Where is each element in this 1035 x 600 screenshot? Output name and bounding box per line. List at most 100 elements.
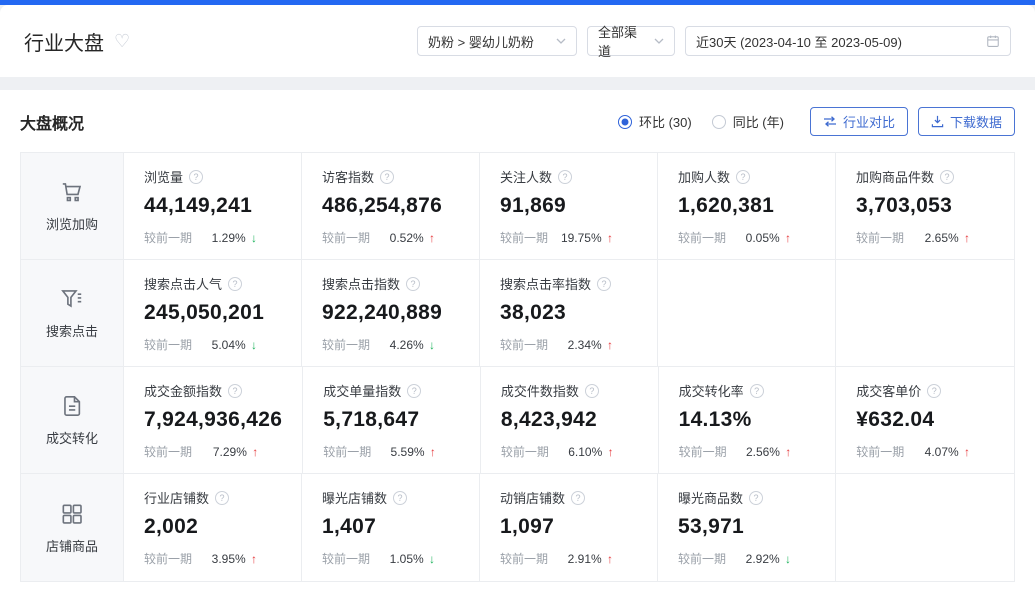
- metric-label: 成交金额指数?: [144, 381, 282, 400]
- filter-bar: 奶粉 > 婴幼儿奶粉 全部渠道 近30天 (2023-04-10 至 2023-…: [417, 25, 1011, 59]
- metric-cell: 访客指数? 486,254,876 较前一期 0.52% ↑: [302, 153, 480, 259]
- metric-change: 较前一期 4.07% ↑: [856, 443, 994, 460]
- change-value: 4.26% ↓: [389, 337, 435, 352]
- change-label: 较前一期: [144, 231, 193, 245]
- date-range-picker[interactable]: 近30天 (2023-04-10 至 2023-05-09): [685, 26, 1011, 56]
- arrow-down-icon: ↓: [429, 337, 435, 352]
- help-icon[interactable]: ?: [189, 169, 204, 184]
- arrow-down-icon: ↓: [251, 230, 257, 245]
- metric-value: 1,097: [500, 515, 555, 538]
- help-icon[interactable]: ?: [228, 383, 243, 398]
- arrow-up-icon: ↑: [785, 444, 792, 459]
- compare-arrows-icon: [823, 116, 836, 127]
- metric-label: 搜索点击指数?: [322, 274, 459, 293]
- table-row-search-click: 搜索点击 搜索点击人气? 245,050,201 较前一期 5.04% ↓ 搜索点击指数?…: [21, 260, 1014, 367]
- page-header: 行业大盘 ♡ 奶粉 > 婴幼儿奶粉 全部渠道 近30天 (2023-04-10 …: [0, 5, 1035, 77]
- help-icon[interactable]: ?: [215, 490, 230, 505]
- help-icon[interactable]: ?: [749, 490, 764, 505]
- table-row-shop-product: 店铺商品 行业店铺数? 2,002 较前一期 3.95% ↑ 曝光店铺数? 1,407 较前一…: [21, 474, 1014, 581]
- change-value: 3.95% ↑: [211, 551, 257, 566]
- section-title: 大盘概况: [20, 115, 85, 133]
- help-icon[interactable]: ?: [940, 169, 955, 184]
- metric-value: 2,002: [144, 515, 199, 538]
- category-select[interactable]: 奶粉 > 婴幼儿奶粉: [417, 26, 577, 56]
- metric-value: 44,149,241: [144, 194, 253, 217]
- help-icon[interactable]: ?: [927, 383, 942, 398]
- help-icon[interactable]: ?: [406, 276, 421, 291]
- metric-label: 关注人数?: [500, 167, 637, 186]
- metric-value: 8,423,942: [500, 408, 598, 431]
- radio-period-over-period[interactable]: 环比 (30): [617, 112, 692, 131]
- change-value: 2.56% ↑: [745, 444, 792, 459]
- radio-unselected-icon: [711, 114, 726, 129]
- metric-label: 成交件数指数?: [501, 381, 638, 400]
- help-icon[interactable]: ?: [749, 383, 764, 398]
- row-group-deal-conversion: 成交转化: [21, 367, 124, 473]
- metric-label: 加购人数?: [678, 167, 815, 186]
- empty-cell: [836, 474, 1014, 581]
- category-select-value: 奶粉 > 婴幼儿奶粉: [428, 34, 534, 50]
- help-icon[interactable]: ?: [407, 383, 422, 398]
- metric-change: 较前一期 2.65% ↑: [856, 229, 994, 246]
- change-value: 5.59% ↑: [390, 444, 436, 459]
- help-icon[interactable]: ?: [380, 169, 395, 184]
- metric-value: 1,407: [322, 515, 377, 538]
- help-icon[interactable]: ?: [393, 490, 408, 505]
- table-row-deal-conversion: 成交转化 成交金额指数? 7,924,936,426 较前一期 7.29% ↑ 成交单量指…: [21, 367, 1014, 474]
- empty-cell: [836, 260, 1014, 366]
- change-value: 1.05% ↓: [389, 551, 435, 566]
- radio-selected-icon: [617, 114, 632, 129]
- change-label: 较前一期: [678, 445, 727, 459]
- change-value: 0.52% ↑: [389, 230, 435, 245]
- metric-change: 较前一期 6.10% ↑: [501, 443, 638, 460]
- help-icon[interactable]: ?: [571, 490, 586, 505]
- arrow-up-icon: ↑: [607, 337, 613, 352]
- change-label: 较前一期: [322, 231, 371, 245]
- change-label: 较前一期: [144, 338, 193, 352]
- change-value: 5.04% ↓: [211, 337, 257, 352]
- change-label: 较前一期: [500, 231, 549, 245]
- metric-label: 搜索点击率指数?: [500, 274, 637, 293]
- industry-compare-button[interactable]: 行业对比: [809, 107, 908, 136]
- download-data-button[interactable]: 下载数据: [917, 107, 1015, 136]
- chevron-down-icon: [556, 38, 566, 44]
- metric-change: 较前一期 0.05% ↑: [678, 229, 815, 246]
- overview-panel: 大盘概况 环比 (30) 同比 (年) 行业对比: [0, 90, 1035, 600]
- change-label: 较前一期: [678, 231, 727, 245]
- metric-change: 较前一期 0.52% ↑: [322, 229, 459, 246]
- metric-value: 7,924,936,426: [144, 408, 283, 431]
- change-label: 较前一期: [323, 445, 372, 459]
- metric-cell: 搜索点击人气? 245,050,201 较前一期 5.04% ↓: [124, 260, 302, 366]
- metric-label: 成交客单价?: [856, 381, 994, 400]
- metric-cell: 加购人数? 1,620,381 较前一期 0.05% ↑: [658, 153, 836, 259]
- calendar-icon: [986, 34, 1000, 48]
- metric-cell: 成交转化率? 14.13% 较前一期 2.56% ↑: [659, 367, 837, 473]
- help-icon[interactable]: ?: [558, 169, 573, 184]
- arrow-up-icon: ↑: [964, 230, 970, 245]
- funnel-icon: [59, 286, 85, 312]
- help-icon[interactable]: ?: [736, 169, 751, 184]
- change-value: 2.34% ↑: [567, 337, 613, 352]
- row-group-label: 搜索点击: [45, 324, 98, 339]
- change-label: 较前一期: [500, 552, 549, 566]
- channel-select[interactable]: 全部渠道: [587, 25, 675, 59]
- metric-label: 成交转化率?: [679, 381, 816, 400]
- table-row-browse-cart: 浏览加购 浏览量? 44,149,241 较前一期 1.29% ↓ 访客指数? 486,25…: [21, 153, 1014, 260]
- metric-value: 3,703,053: [856, 194, 953, 217]
- grid-icon: [59, 501, 85, 527]
- arrow-up-icon: ↑: [607, 444, 614, 459]
- metric-change: 较前一期 19.75% ↑: [500, 229, 637, 246]
- row-group-label: 成交转化: [45, 431, 98, 446]
- metric-cell: 搜索点击率指数? 38,023 较前一期 2.34% ↑: [480, 260, 658, 366]
- help-icon[interactable]: ?: [584, 383, 599, 398]
- help-icon[interactable]: ?: [597, 276, 612, 291]
- favorite-heart-icon[interactable]: ♡: [114, 31, 131, 51]
- arrow-down-icon: ↓: [429, 551, 435, 566]
- metric-change: 较前一期 2.34% ↑: [500, 336, 637, 353]
- metric-label: 访客指数?: [322, 167, 459, 186]
- arrow-up-icon: ↑: [607, 230, 613, 245]
- help-icon[interactable]: ?: [228, 276, 243, 291]
- radio-label: 环比 (30): [638, 115, 692, 130]
- radio-year-over-year[interactable]: 同比 (年): [711, 112, 784, 131]
- section-header: 大盘概况 环比 (30) 同比 (年) 行业对比: [20, 107, 1015, 136]
